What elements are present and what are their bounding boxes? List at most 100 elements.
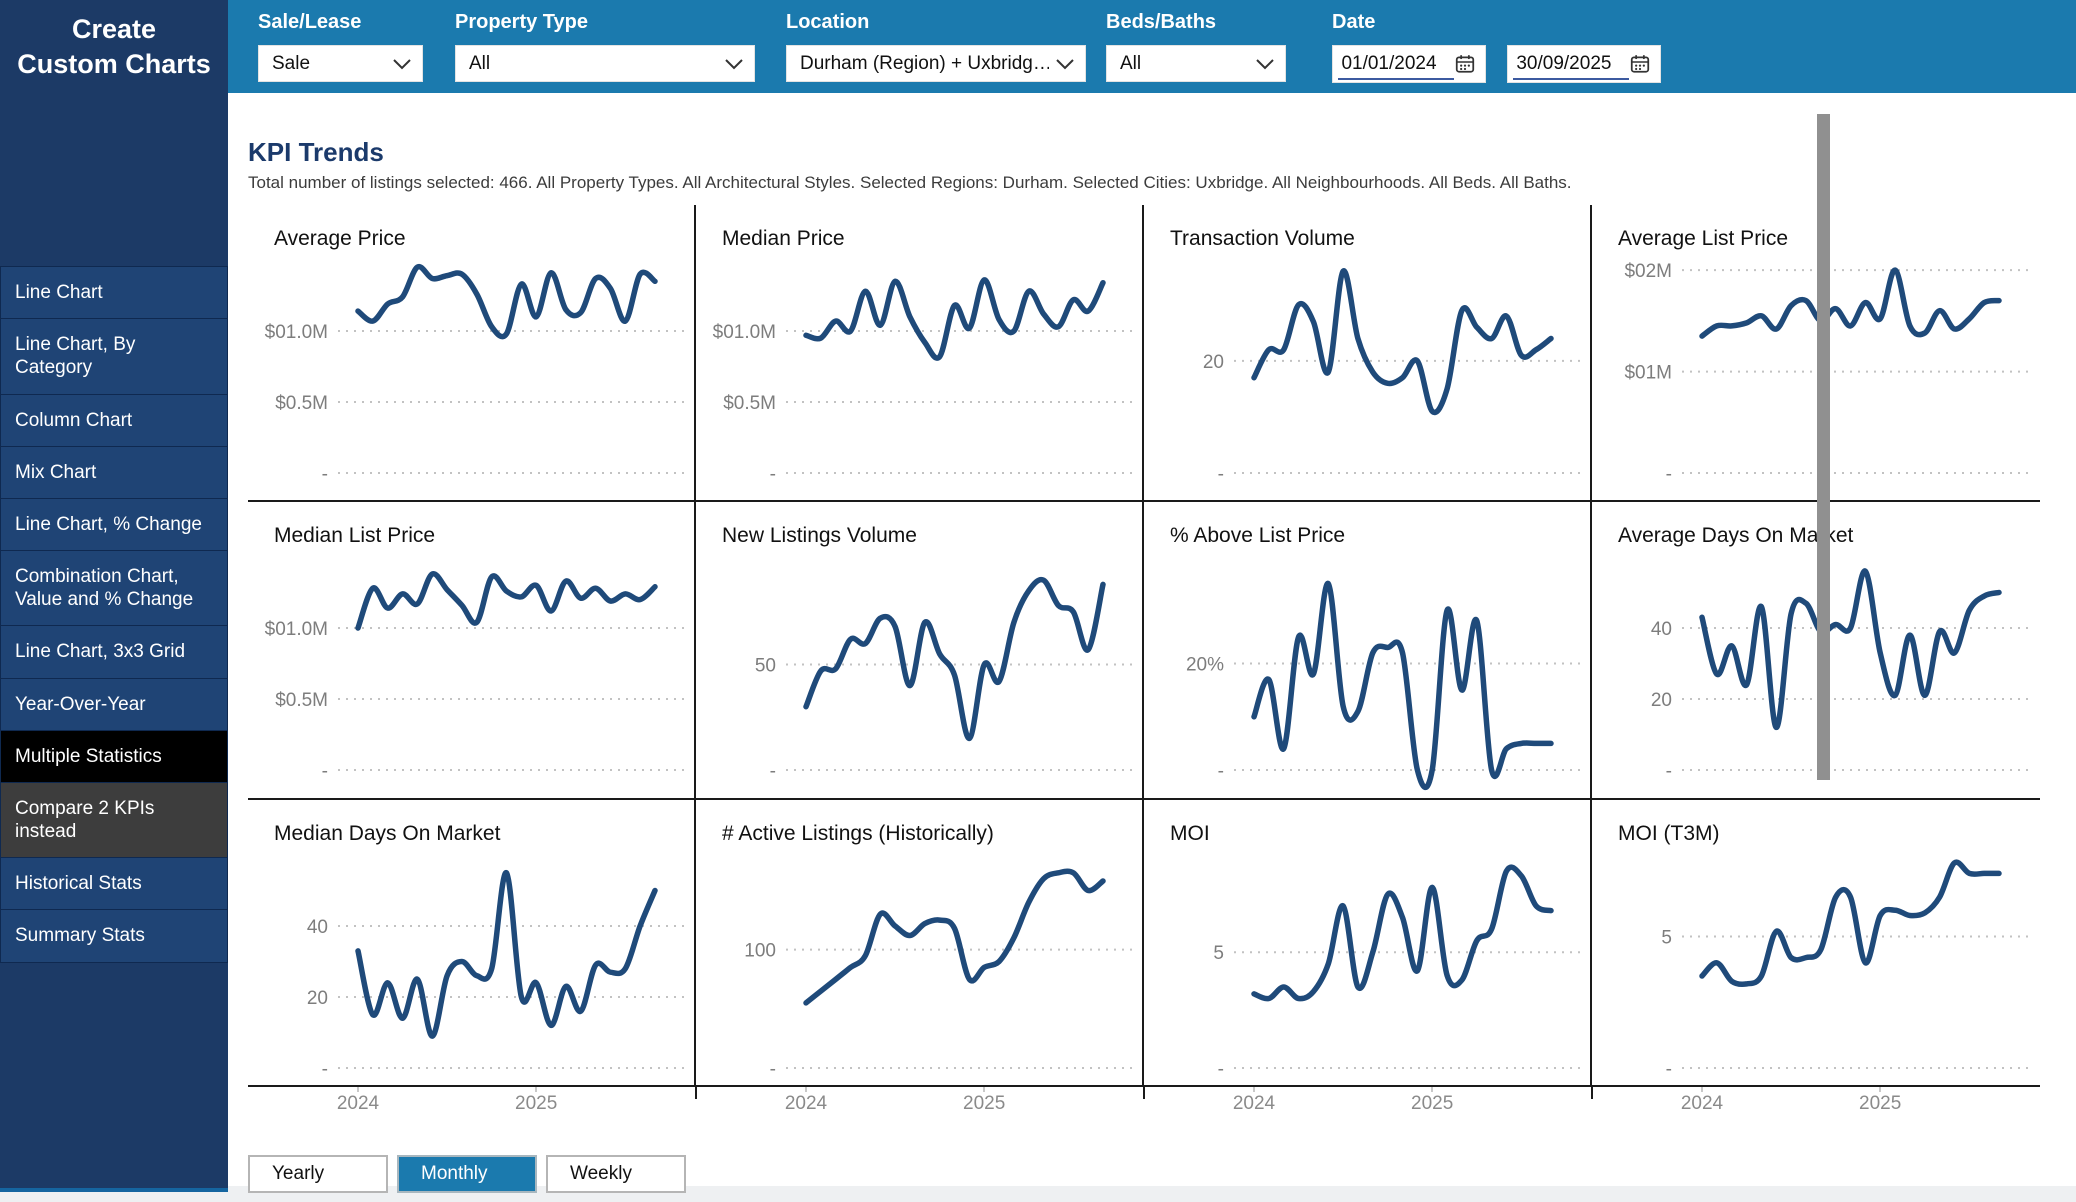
date-start-underline xyxy=(1338,78,1454,80)
filter-group-property-type: Property Type All xyxy=(455,11,755,82)
sidebar-title-line-2: Custom Charts xyxy=(17,48,211,79)
y-tick-label: 20 xyxy=(1203,352,1224,373)
x-tick-label-2025: 2025 xyxy=(1859,1093,1902,1114)
chart-moi-t3m: 5 - MOI (T3M) xyxy=(1618,822,2032,1080)
y-tick-label: - xyxy=(770,761,776,782)
sale-lease-select[interactable]: Sale xyxy=(258,45,423,82)
chart-title: MOI (T3M) xyxy=(1618,822,1719,845)
x-axis-labels-col-1: 2024 2025 xyxy=(248,1087,697,1117)
y-tick-label: - xyxy=(1666,761,1672,782)
property-type-value: All xyxy=(469,52,491,74)
y-tick-label: - xyxy=(322,1059,328,1080)
filter-group-sale-lease: Sale/Lease Sale xyxy=(258,11,423,82)
chart-median-list-price: $01.0M $0.5M - Median List Price xyxy=(265,524,688,782)
x-tick-label-2024: 2024 xyxy=(1680,1093,1724,1114)
x-axis-labels-col-4: 2024 2025 xyxy=(1592,1087,2040,1117)
sidebar-item-year-over-year[interactable]: Year-Over-Year xyxy=(0,677,228,730)
trend-line xyxy=(1251,580,1554,791)
chart-title: MOI xyxy=(1170,822,1210,845)
trend-line xyxy=(1251,864,1554,1002)
y-tick-label: $01.0M xyxy=(265,322,328,343)
sidebar-item-summary-stats[interactable]: Summary Stats xyxy=(0,909,228,963)
chart-panel-median-list-price: $01.0M $0.5M - Median List Price xyxy=(248,502,696,798)
selection-summary: Total number of listings selected: 466. … xyxy=(248,173,1572,192)
location-select[interactable]: Durham (Region) + Uxbridg… xyxy=(786,45,1086,82)
sidebar-item-line-chart-change[interactable]: Line Chart, % Change xyxy=(0,497,228,551)
x-tick-label-2025: 2025 xyxy=(1411,1093,1454,1114)
sidebar-item-column-chart[interactable]: Column Chart xyxy=(0,393,228,446)
date-start-calendar-button[interactable] xyxy=(1445,46,1485,82)
chart-title: Average List Price xyxy=(1618,227,1788,250)
chart-panel-moi-t3m: 5 - MOI (T3M) xyxy=(1592,800,2040,1085)
filter-group-location: Location Durham (Region) + Uxbridg… xyxy=(786,11,1086,82)
page-title: KPI Trends xyxy=(248,137,384,167)
x-tick-mark xyxy=(1431,1087,1434,1092)
y-tick-label: - xyxy=(1666,1059,1672,1080)
sidebar-item-line-chart[interactable]: Line Chart xyxy=(0,266,228,319)
x-tick-label-2025: 2025 xyxy=(515,1093,558,1114)
sidebar-item-historical-stats[interactable]: Historical Stats xyxy=(0,857,228,910)
chart-new-listings-volume: 50 - New Listings Volume xyxy=(722,524,1136,782)
y-tick-label: 40 xyxy=(307,917,328,938)
trend-line xyxy=(803,868,1106,1006)
scrollbar-thumb[interactable] xyxy=(1817,114,1830,780)
chart-panel-active-listings-historically: 100 - # Active Listings (Historically) xyxy=(696,800,1144,1085)
y-tick-label: - xyxy=(770,464,776,485)
chart-above-list-price: 20% - % Above List Price xyxy=(1170,524,1584,791)
period-button-monthly[interactable]: Monthly xyxy=(397,1155,537,1193)
x-tick-mark xyxy=(1701,1087,1703,1092)
sidebar: Create Custom Charts Line Chart Line Char… xyxy=(0,0,228,1192)
location-label: Location xyxy=(786,11,870,33)
trend-line xyxy=(1699,267,2002,339)
y-tick-label: - xyxy=(322,761,328,782)
y-tick-label: $02M xyxy=(1624,261,1672,282)
date-end-calendar-button[interactable] xyxy=(1619,46,1660,82)
y-tick-label: 20% xyxy=(1186,655,1224,676)
chart-title: Average Price xyxy=(274,227,406,250)
sidebar-item-multiple-statistics[interactable]: Multiple Statistics xyxy=(0,729,228,782)
y-tick-label: $0.5M xyxy=(275,393,328,414)
x-axis-labels-col-2: 2024 2025 xyxy=(696,1087,1145,1117)
chart-panel-above-list-price: 20% - % Above List Price xyxy=(1144,502,1592,798)
x-axis-labels-row: 2024 2025 2024 2025 2024 2025 2024 2025 xyxy=(248,1087,2040,1117)
period-button-yearly[interactable]: Yearly xyxy=(248,1155,388,1193)
sidebar-item-mix-chart[interactable]: Mix Chart xyxy=(0,445,228,498)
chart-panel-moi: 5 - MOI xyxy=(1144,800,1592,1085)
y-tick-label: - xyxy=(1218,1059,1224,1080)
x-tick-mark xyxy=(983,1087,986,1092)
chart-title: # Active Listings (Historically) xyxy=(722,822,994,845)
chart-average-list-price: $02M $01M - Average List Price xyxy=(1618,227,2032,485)
chart-title: Average Days On Market xyxy=(1618,524,1854,547)
filter-bar: Sale/Lease Sale Property Type All Locati… xyxy=(228,0,2076,93)
x-tick-label-2024: 2024 xyxy=(784,1093,828,1114)
y-tick-label: - xyxy=(770,1059,776,1080)
chart-panel-new-listings-volume: 50 - New Listings Volume xyxy=(696,502,1144,798)
period-toggle-group: Yearly Monthly Weekly xyxy=(248,1155,686,1193)
trend-line xyxy=(1699,568,2002,731)
date-end-input[interactable] xyxy=(1507,46,1620,82)
y-tick-label: $01M xyxy=(1624,363,1672,384)
period-button-weekly[interactable]: Weekly xyxy=(546,1155,686,1193)
kpi-chart-grid: $01.0M $0.5M - Average Price $01.0M $0.5M - Med… xyxy=(248,205,2040,1117)
chart-average-price: $01.0M $0.5M - Average Price xyxy=(265,227,688,485)
sidebar-item-compare-2-kpis-instead[interactable]: Compare 2 KPIs instead xyxy=(0,781,228,858)
sidebar-item-line-chart-by-category[interactable]: Line Chart, By Category xyxy=(0,318,228,394)
location-value: Durham (Region) + Uxbridg… xyxy=(800,52,1049,74)
date-end-box xyxy=(1506,45,1661,83)
y-tick-label: $01.0M xyxy=(265,619,328,640)
chart-row-3: 40 20 - Median Days On Market 100 - # Active L… xyxy=(248,800,2040,1087)
sidebar-item-combination-chart-value-and-change[interactable]: Combination Chart, Value and % Change xyxy=(0,550,228,626)
trend-line xyxy=(355,571,658,631)
y-tick-label: - xyxy=(1218,464,1224,485)
chevron-down-icon xyxy=(1056,58,1074,69)
beds-baths-select[interactable]: All xyxy=(1106,45,1286,82)
chart-active-listings-historically: 100 - # Active Listings (Historically) xyxy=(722,822,1136,1080)
chart-title: % Above List Price xyxy=(1170,524,1345,547)
date-start-input[interactable] xyxy=(1333,46,1445,82)
beds-baths-value: All xyxy=(1120,52,1142,74)
calendar-icon xyxy=(1455,55,1475,73)
sidebar-item-line-chart-3x3-grid[interactable]: Line Chart, 3x3 Grid xyxy=(0,625,228,678)
chart-moi: 5 - MOI xyxy=(1170,822,1584,1080)
property-type-select[interactable]: All xyxy=(455,45,755,82)
